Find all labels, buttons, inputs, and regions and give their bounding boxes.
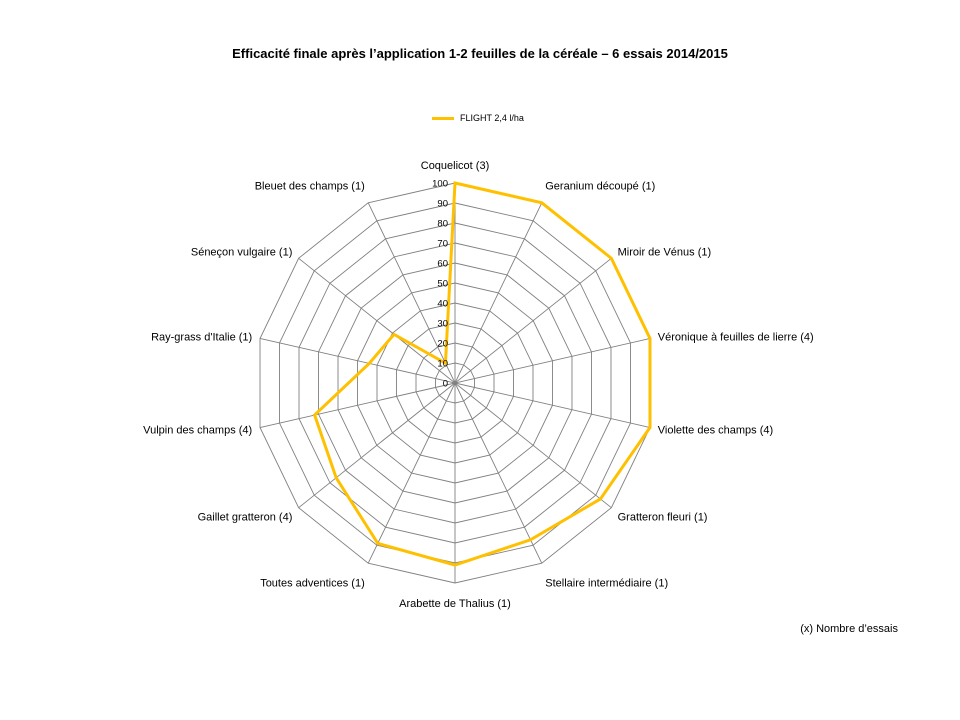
series-line bbox=[312, 181, 652, 567]
spoke bbox=[454, 202, 543, 384]
grid-layer bbox=[259, 182, 651, 584]
tick-label: 80 bbox=[437, 219, 448, 230]
spoke bbox=[454, 257, 612, 384]
category-label: Arabette de Thalius (1) bbox=[399, 598, 511, 610]
series-layer bbox=[312, 181, 652, 567]
spoke bbox=[454, 338, 651, 384]
tick-label: 30 bbox=[437, 319, 448, 330]
legend-label: FLIGHT 2,4 l/ha bbox=[460, 113, 524, 123]
category-label: Ray-grass d'Italie (1) bbox=[151, 332, 252, 344]
category-label: Coquelicot (3) bbox=[421, 160, 489, 172]
spoke bbox=[454, 382, 612, 509]
tick-label: 70 bbox=[437, 239, 448, 250]
tick-label: 40 bbox=[437, 299, 448, 310]
tick-label: 20 bbox=[437, 339, 448, 350]
tick-label: 10 bbox=[437, 359, 448, 370]
chart-title: Efficacité finale après l’application 1-… bbox=[232, 46, 728, 61]
spoke bbox=[367, 202, 456, 384]
spoke bbox=[259, 382, 456, 428]
tick-label: 60 bbox=[437, 259, 448, 270]
tick-layer: 0 10 20 30 40 50 60 70 80 90 100 bbox=[432, 179, 448, 390]
category-label: Geranium découpé (1) bbox=[545, 181, 655, 193]
category-label: Toutes adventices (1) bbox=[260, 577, 365, 589]
legend: FLIGHT 2,4 l/ha bbox=[432, 111, 524, 125]
tick-label: 100 bbox=[432, 179, 448, 190]
spoke bbox=[298, 257, 456, 384]
category-label: Gratteron fleuri (1) bbox=[618, 512, 708, 524]
category-label: Stellaire intermédiaire (1) bbox=[545, 577, 668, 589]
label-layer: Coquelicot (3) Geranium découpé (1) Miroir… bbox=[143, 160, 814, 610]
category-label: Vulpin des champs (4) bbox=[143, 424, 252, 436]
tick-label: 0 bbox=[443, 379, 448, 390]
tick-label: 50 bbox=[437, 279, 448, 290]
footnote: (x) Nombre d’essais bbox=[800, 623, 898, 635]
category-label: Bleuet des champs (1) bbox=[255, 181, 365, 193]
spoke bbox=[454, 382, 651, 428]
spoke bbox=[454, 382, 543, 564]
category-label: Véronique à feuilles de lierre (4) bbox=[658, 332, 814, 344]
category-label: Miroir de Vénus (1) bbox=[618, 246, 712, 258]
spoke bbox=[298, 382, 456, 509]
category-label: Gaillet gratteron (4) bbox=[198, 512, 293, 524]
legend-swatch bbox=[432, 116, 454, 120]
tick-label: 90 bbox=[437, 199, 448, 210]
category-label: Violette des champs (4) bbox=[658, 424, 773, 436]
category-label: Séneçon vulgaire (1) bbox=[191, 246, 293, 258]
spoke bbox=[259, 338, 456, 384]
spoke bbox=[367, 382, 456, 564]
